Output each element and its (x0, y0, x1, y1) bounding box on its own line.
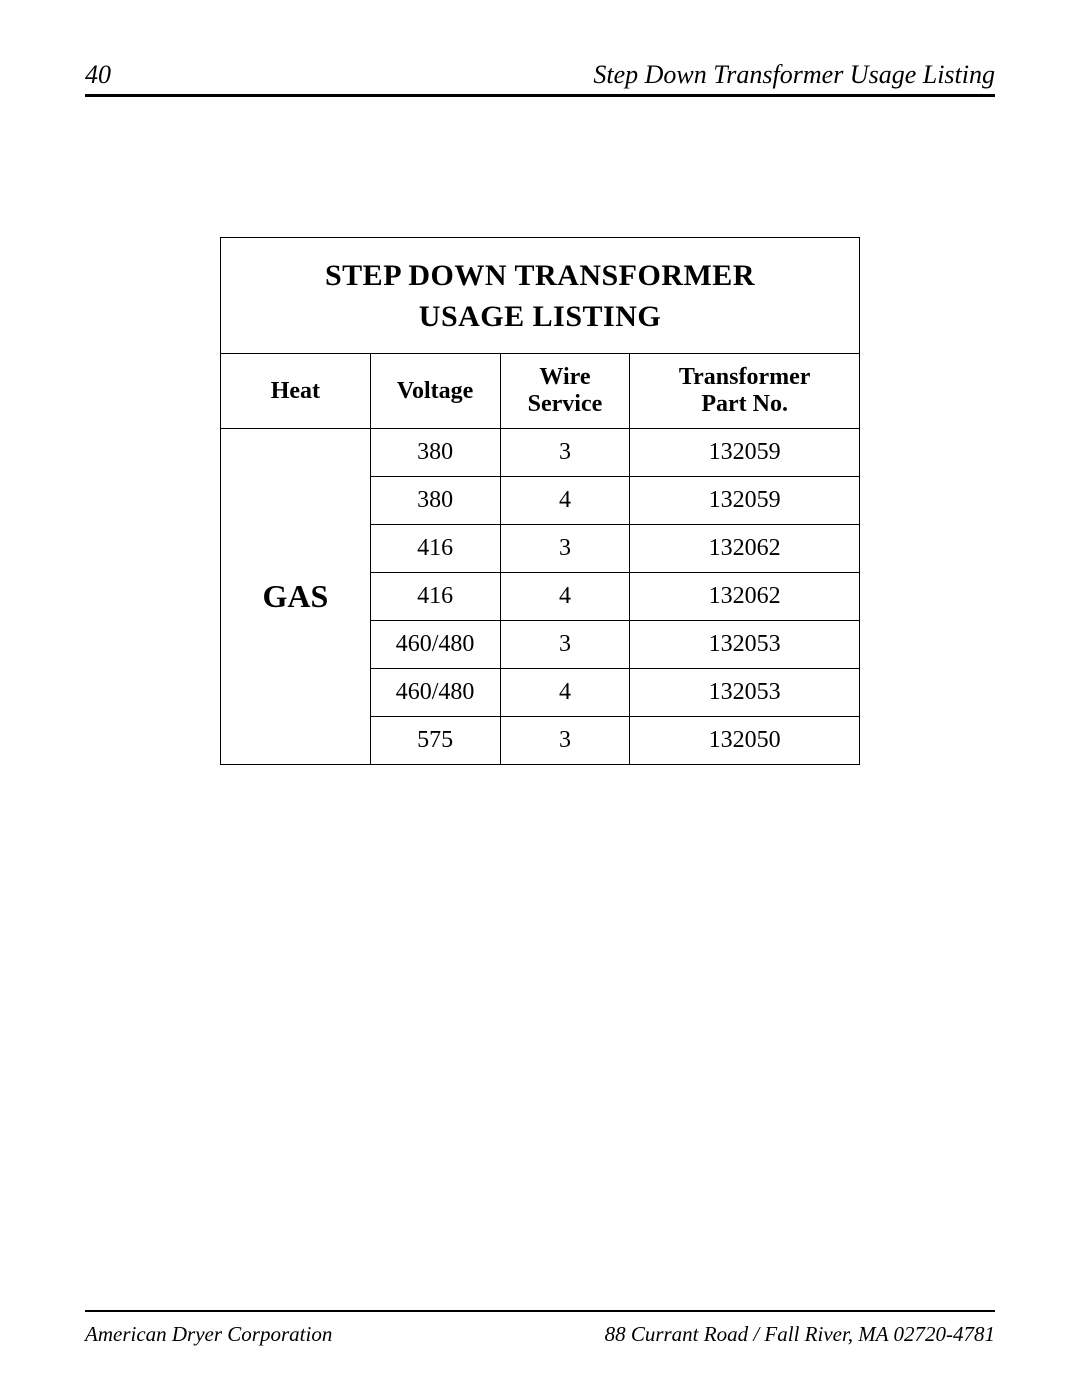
voltage-cell: 416 (370, 573, 500, 621)
column-header-part: Transformer Part No. (630, 354, 860, 429)
table-title-cell: STEP DOWN TRANSFORMER USAGE LISTING (221, 238, 860, 354)
page-container: 40 Step Down Transformer Usage Listing S… (0, 0, 1080, 1397)
table-container: STEP DOWN TRANSFORMER USAGE LISTING Heat… (220, 237, 860, 765)
page-number: 40 (85, 60, 111, 90)
header-title: Step Down Transformer Usage Listing (593, 60, 995, 90)
part-cell: 132050 (630, 717, 860, 765)
table-title-line1: STEP DOWN TRANSFORMER (231, 256, 849, 297)
part-cell: 132053 (630, 621, 860, 669)
wire-cell: 3 (500, 429, 630, 477)
part-cell: 132062 (630, 573, 860, 621)
voltage-cell: 380 (370, 429, 500, 477)
part-cell: 132059 (630, 429, 860, 477)
voltage-cell: 575 (370, 717, 500, 765)
part-cell: 132059 (630, 477, 860, 525)
footer-company: American Dryer Corporation (85, 1322, 332, 1347)
table-title-line2: USAGE LISTING (231, 297, 849, 338)
wire-cell: 3 (500, 621, 630, 669)
page-header: 40 Step Down Transformer Usage Listing (85, 60, 995, 97)
wire-cell: 4 (500, 477, 630, 525)
wire-header-line1: Wire (509, 364, 622, 391)
column-header-heat: Heat (221, 354, 371, 429)
wire-cell: 4 (500, 573, 630, 621)
page-footer: American Dryer Corporation 88 Currant Ro… (85, 1310, 995, 1347)
wire-cell: 4 (500, 669, 630, 717)
wire-cell: 3 (500, 717, 630, 765)
voltage-cell: 416 (370, 525, 500, 573)
wire-cell: 3 (500, 525, 630, 573)
wire-header-line2: Service (509, 391, 622, 418)
table-row: GAS 380 3 132059 (221, 429, 860, 477)
part-cell: 132062 (630, 525, 860, 573)
transformer-table: STEP DOWN TRANSFORMER USAGE LISTING Heat… (220, 237, 860, 765)
heat-cell: GAS (221, 429, 371, 765)
voltage-cell: 460/480 (370, 621, 500, 669)
content-area: STEP DOWN TRANSFORMER USAGE LISTING Heat… (85, 97, 995, 1310)
footer-address: 88 Currant Road / Fall River, MA 02720-4… (605, 1322, 995, 1347)
column-header-wire: Wire Service (500, 354, 630, 429)
table-header-row: Heat Voltage Wire Service Transformer Pa… (221, 354, 860, 429)
column-header-voltage: Voltage (370, 354, 500, 429)
part-cell: 132053 (630, 669, 860, 717)
voltage-cell: 460/480 (370, 669, 500, 717)
part-header-line2: Part No. (638, 391, 851, 418)
voltage-cell: 380 (370, 477, 500, 525)
part-header-line1: Transformer (638, 364, 851, 391)
